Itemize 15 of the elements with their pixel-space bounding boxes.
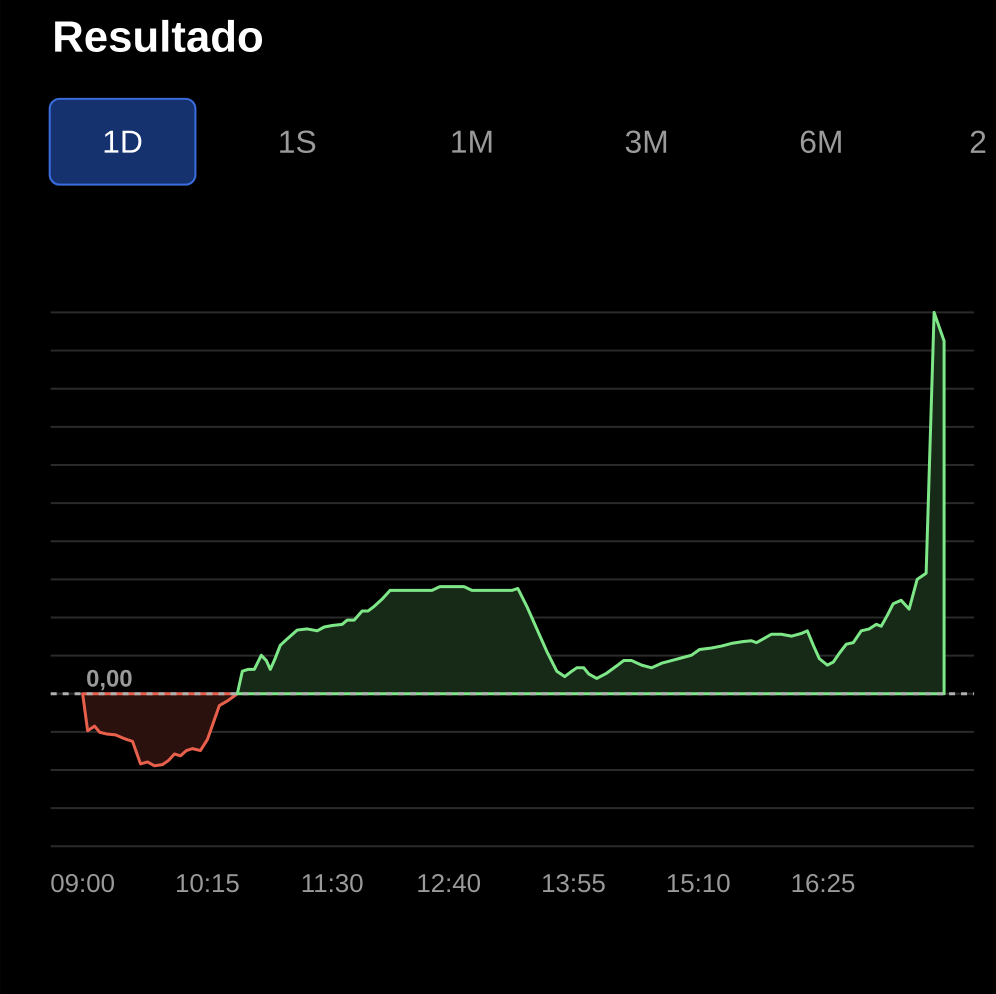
x-tick-label: 12:40 (418, 874, 480, 892)
x-tick-label: 13:55 (543, 874, 605, 892)
x-tick-label: 10:15 (177, 874, 239, 892)
x-tick-label: 16:25 (792, 874, 854, 892)
ref-line-label: 0,00 (87, 670, 132, 690)
text: 2 (970, 130, 986, 153)
text: 1M (452, 130, 492, 153)
x-tick-label: 11:30 (302, 874, 363, 892)
text: 3M (626, 130, 666, 153)
x-tick-label: 15:10 (668, 874, 730, 892)
x-tick-label: 09:00 (51, 874, 114, 892)
chart-title: Resultado (55, 20, 262, 52)
text: 1D (104, 130, 142, 153)
text: 6M (800, 130, 841, 153)
text: 1S (280, 130, 316, 153)
